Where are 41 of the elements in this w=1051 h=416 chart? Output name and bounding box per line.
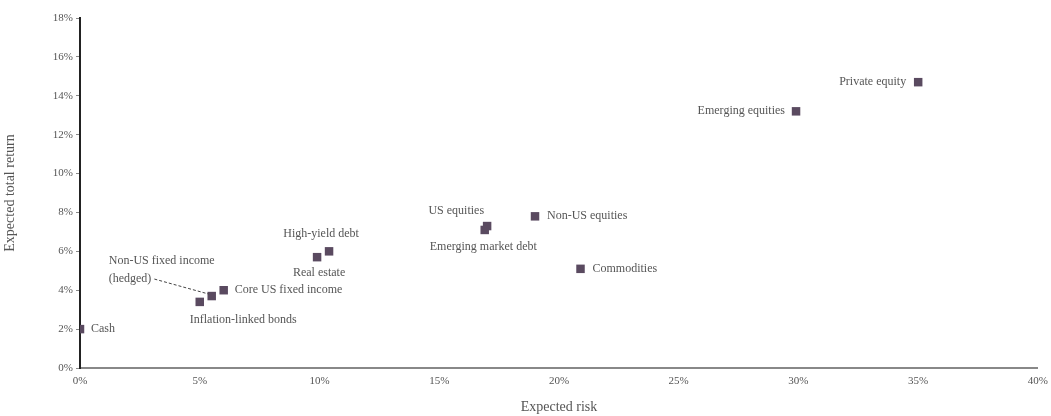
y-tick-label: 6% xyxy=(58,244,73,257)
y-axis-title: Expected total return xyxy=(2,134,18,252)
point xyxy=(530,212,540,221)
annotation: Commodities xyxy=(592,260,658,275)
x-tick-label: 15% xyxy=(429,374,450,387)
annotation: High-yield debt xyxy=(283,226,360,241)
x-axis-title: Expected risk xyxy=(520,399,598,415)
annotation: Emerging market debt xyxy=(429,239,538,254)
x-tick-label: 30% xyxy=(788,374,809,387)
y-tick-label: 8% xyxy=(58,205,73,218)
y-tick-label: 12% xyxy=(52,127,73,140)
x-tick-label: 20% xyxy=(548,374,570,387)
annotation: US equities xyxy=(428,203,485,218)
annotation: Non-US fixed income (hedged) xyxy=(108,253,215,286)
point xyxy=(576,264,585,274)
annotation: Real estate xyxy=(292,265,346,280)
x-tick-label: 35% xyxy=(908,374,929,387)
annotation: Core US fixed income xyxy=(234,282,343,297)
point xyxy=(791,107,801,116)
point xyxy=(195,297,204,307)
y-tick-label: 2% xyxy=(58,322,73,334)
x-tick-label: 5% xyxy=(192,374,208,387)
annotation: Emerging equities xyxy=(697,103,786,118)
point xyxy=(324,247,334,256)
y-tick-label: 10% xyxy=(52,166,73,179)
annotation: Non-US equities xyxy=(547,208,628,223)
y-tick-label: 0% xyxy=(58,360,73,373)
x-tick-label: 0% xyxy=(72,374,88,387)
y-tick-label: 18% xyxy=(52,10,73,23)
y-tick-label: 4% xyxy=(58,283,73,296)
point xyxy=(480,225,489,235)
point xyxy=(207,291,216,301)
x-tick-label: 25% xyxy=(668,374,689,387)
annotation: Inflation-linked bonds xyxy=(189,312,298,327)
annotation: Cash xyxy=(91,321,115,336)
x-tick-label: 40% xyxy=(1027,374,1048,387)
point xyxy=(219,285,228,295)
y-tick-label: 16% xyxy=(52,49,73,62)
x-tick-label: 10% xyxy=(309,374,330,387)
annotation: Private equity xyxy=(839,74,907,89)
y-tick-label: 14% xyxy=(52,88,73,101)
